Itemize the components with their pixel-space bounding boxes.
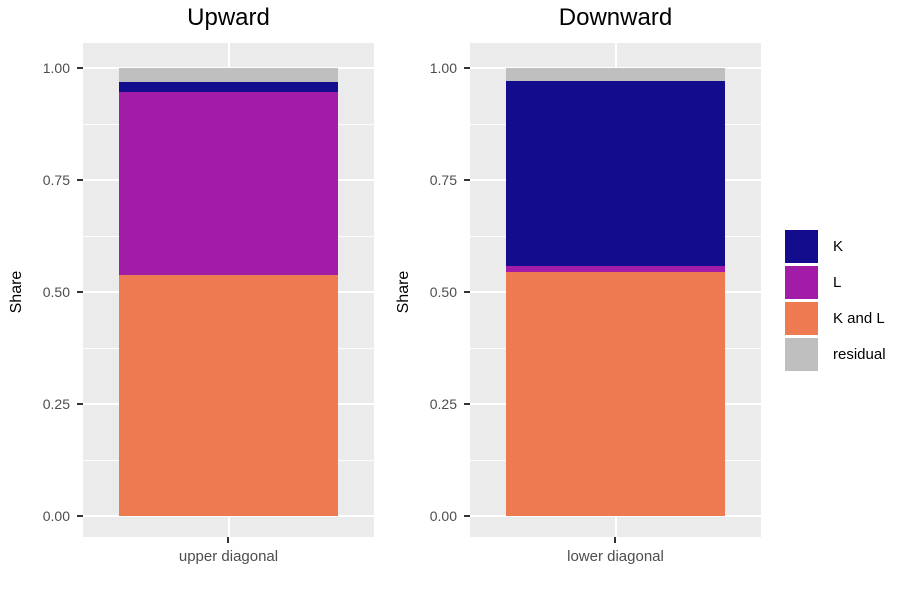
y-tick-label: 0.75	[429, 172, 457, 188]
y-tick-label: 0.00	[42, 508, 70, 524]
y-tick-mark	[77, 291, 83, 293]
y-tick-mark	[464, 67, 470, 69]
legend-item: residual	[785, 338, 886, 371]
upward-plot: Upward Share upper diagonal 1.00 0.75 0.50…	[0, 0, 450, 592]
legend-item: K and L	[785, 302, 886, 335]
y-tick-label: 1.00	[429, 60, 457, 76]
y-tick-mark	[464, 179, 470, 181]
y-tick-mark	[464, 291, 470, 293]
legend: K L K and L residual	[785, 230, 886, 374]
plot-panel	[83, 43, 374, 537]
y-tick-mark	[77, 179, 83, 181]
y-tick-mark	[77, 403, 83, 405]
legend-label: K and L	[833, 310, 885, 327]
y-tick-mark	[77, 67, 83, 69]
legend-swatch-k-and-l	[785, 302, 818, 335]
legend-swatch-k	[785, 230, 818, 263]
downward-plot: Downward Share lower diagonal 1.00 0.75 0.…	[387, 0, 837, 592]
bar-segment-k	[506, 81, 725, 266]
legend-label: L	[833, 274, 842, 291]
y-tick-label: 0.25	[429, 396, 457, 412]
x-tick-mark	[227, 537, 229, 543]
y-tick-mark	[464, 515, 470, 517]
plot-title: Downward	[558, 4, 673, 31]
legend-label: residual	[833, 346, 886, 363]
bar-segment-k-and-l	[119, 274, 338, 516]
bar-segment-k	[119, 82, 338, 93]
y-tick-label: 0.50	[429, 284, 457, 300]
plot-panel	[470, 43, 761, 537]
bar-segment-k-and-l	[506, 271, 725, 516]
legend-item: K	[785, 230, 886, 263]
y-tick-mark	[464, 403, 470, 405]
legend-item: L	[785, 266, 886, 299]
legend-swatch-residual	[785, 338, 818, 371]
bar-segment-l	[506, 265, 725, 272]
y-tick-label: 0.25	[42, 396, 70, 412]
stacked-bar	[506, 68, 725, 516]
legend-swatch-l	[785, 266, 818, 299]
x-category-label: lower diagonal	[567, 548, 664, 565]
bar-segment-residual	[506, 68, 725, 82]
y-tick-label: 0.50	[42, 284, 70, 300]
x-category-label: upper diagonal	[178, 548, 279, 565]
plot-title: Upward	[187, 4, 270, 31]
y-tick-label: 0.75	[42, 172, 70, 188]
bar-segment-l	[119, 92, 338, 275]
y-tick-mark	[77, 515, 83, 517]
y-tick-label: 0.00	[429, 508, 457, 524]
x-tick-mark	[614, 537, 616, 543]
bar-segment-residual	[119, 68, 338, 83]
legend-label: K	[833, 238, 844, 255]
y-tick-label: 1.00	[42, 60, 70, 76]
stacked-bar	[119, 68, 338, 516]
